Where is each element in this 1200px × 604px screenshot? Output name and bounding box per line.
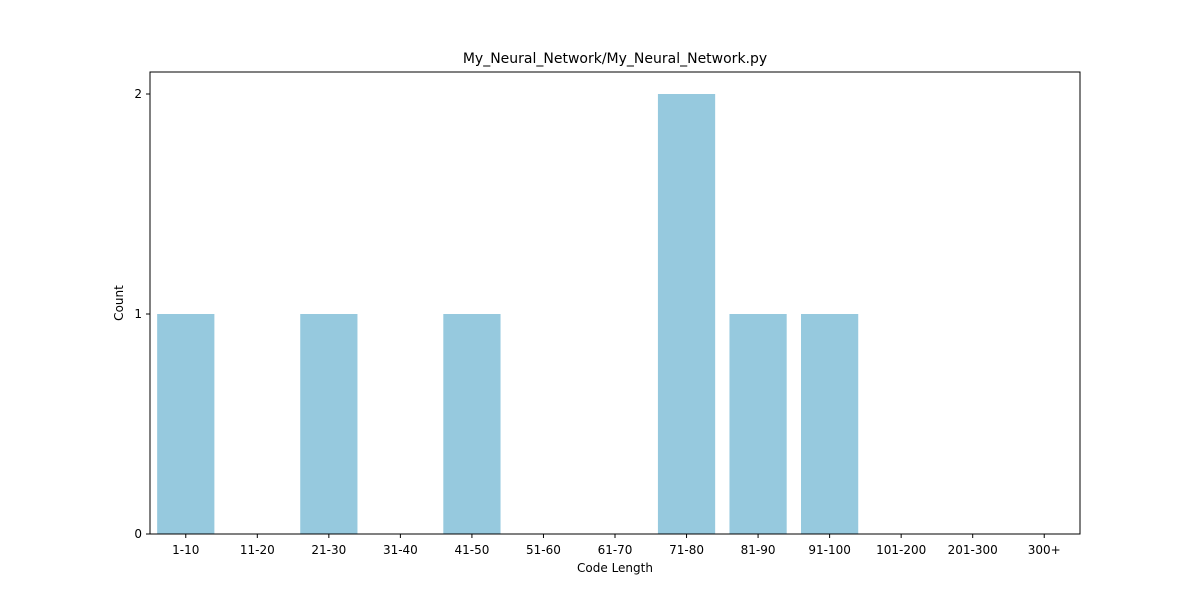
bar-41-50 xyxy=(443,314,501,534)
x-axis-ticks: 1-10 11-20 21-30 31-40 41-50 51-60 61-70 71-80 8… xyxy=(172,534,1061,557)
x-tick-label: 101-200 xyxy=(876,543,926,557)
x-tick-label: 71-80 xyxy=(669,543,704,557)
x-axis-label: Code Length xyxy=(577,561,653,575)
y-tick-label: 1 xyxy=(134,307,142,321)
plot-frame xyxy=(149,71,1081,535)
bar-71-80 xyxy=(657,94,716,534)
x-tick-label: 21-30 xyxy=(311,543,346,557)
x-tick-label: 91-100 xyxy=(808,543,851,557)
x-tick-label: 11-20 xyxy=(240,543,275,557)
chart-title: My_Neural_Network/My_Neural_Network.py xyxy=(463,51,767,67)
x-tick-label: 300+ xyxy=(1028,543,1061,557)
x-tick-label: 1-10 xyxy=(172,543,199,557)
bar-1-10 xyxy=(157,314,215,534)
x-tick-label: 41-50 xyxy=(454,543,489,557)
x-tick-label: 201-300 xyxy=(948,543,998,557)
x-tick-label: 31-40 xyxy=(383,543,418,557)
bar-81-90 xyxy=(729,314,787,534)
x-tick-label: 81-90 xyxy=(741,543,776,557)
y-tick-label: 2 xyxy=(134,87,142,101)
bar-91-100 xyxy=(801,314,859,534)
x-tick-label: 51-60 xyxy=(526,543,561,557)
y-tick-label: 0 xyxy=(134,527,142,541)
y-axis-label: Count xyxy=(112,285,126,321)
bar-21-30 xyxy=(300,314,358,534)
bars-layer xyxy=(157,94,859,534)
x-tick-label: 61-70 xyxy=(598,543,633,557)
y-axis-ticks: 0 1 2 xyxy=(134,87,150,541)
